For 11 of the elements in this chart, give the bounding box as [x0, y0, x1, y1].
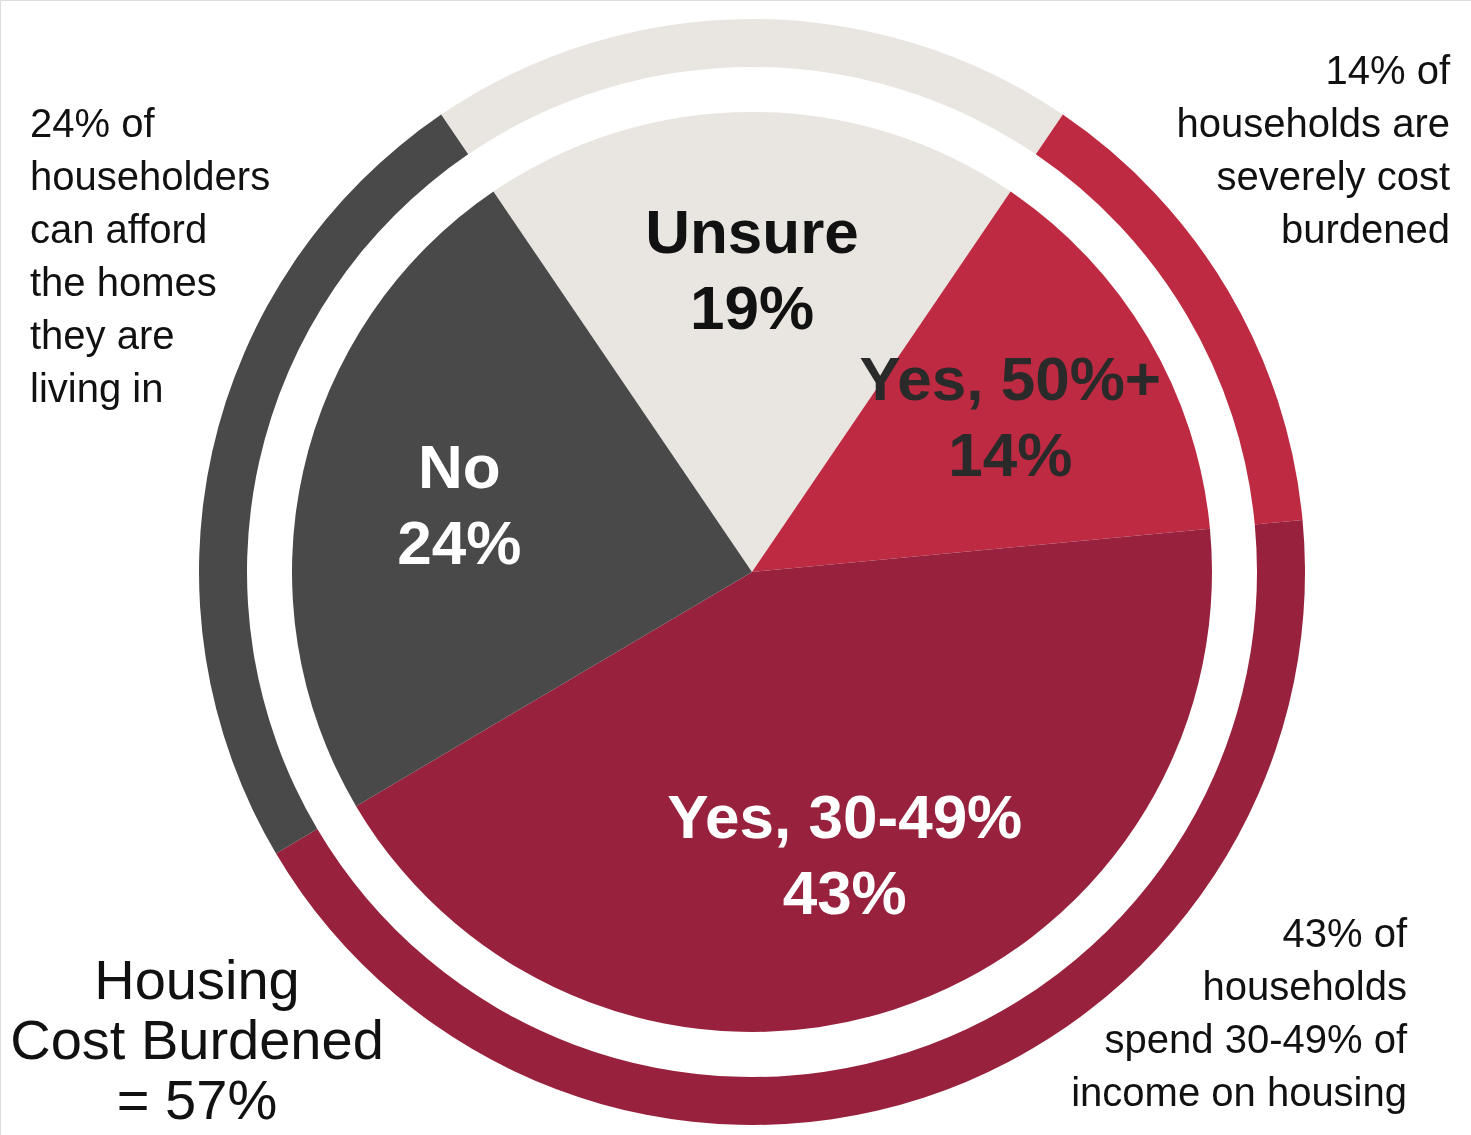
slice-label: Yes, 30-49% [667, 782, 1023, 852]
text: 24% [397, 507, 522, 577]
slice-label: No [417, 431, 501, 501]
text: 24% of householders can afford the homes they are living in [30, 101, 271, 410]
slice-label: Unsure [645, 197, 859, 266]
text: 19% [689, 273, 815, 342]
text: 43% of households spend 30-49% of income on housing [1071, 911, 1408, 1114]
text: 14% of households are severely cost burdened [1176, 48, 1451, 251]
text: 14% [948, 420, 1073, 490]
text: Housing Cost Burdened = 57% [10, 948, 384, 1131]
text: 43% [782, 858, 907, 928]
